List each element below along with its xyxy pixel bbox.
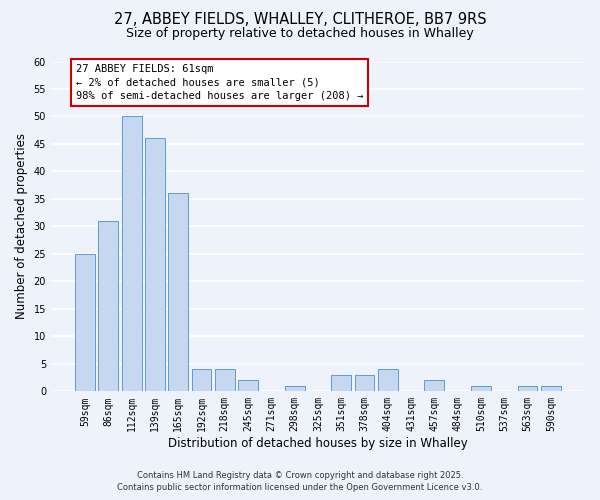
Bar — [355, 375, 374, 392]
Bar — [169, 194, 188, 392]
Bar — [541, 386, 561, 392]
Bar — [518, 386, 538, 392]
Text: Size of property relative to detached houses in Whalley: Size of property relative to detached ho… — [126, 28, 474, 40]
Bar — [191, 370, 211, 392]
Text: 27 ABBEY FIELDS: 61sqm
← 2% of detached houses are smaller (5)
98% of semi-detac: 27 ABBEY FIELDS: 61sqm ← 2% of detached … — [76, 64, 363, 100]
Bar — [331, 375, 351, 392]
Bar — [378, 370, 398, 392]
Bar — [122, 116, 142, 392]
Y-axis label: Number of detached properties: Number of detached properties — [15, 134, 28, 320]
Bar — [238, 380, 258, 392]
Bar — [145, 138, 165, 392]
X-axis label: Distribution of detached houses by size in Whalley: Distribution of detached houses by size … — [168, 437, 468, 450]
Text: Contains HM Land Registry data © Crown copyright and database right 2025.
Contai: Contains HM Land Registry data © Crown c… — [118, 471, 482, 492]
Bar — [98, 221, 118, 392]
Bar — [75, 254, 95, 392]
Bar — [215, 370, 235, 392]
Bar — [424, 380, 444, 392]
Text: 27, ABBEY FIELDS, WHALLEY, CLITHEROE, BB7 9RS: 27, ABBEY FIELDS, WHALLEY, CLITHEROE, BB… — [113, 12, 487, 28]
Bar — [285, 386, 305, 392]
Bar — [471, 386, 491, 392]
